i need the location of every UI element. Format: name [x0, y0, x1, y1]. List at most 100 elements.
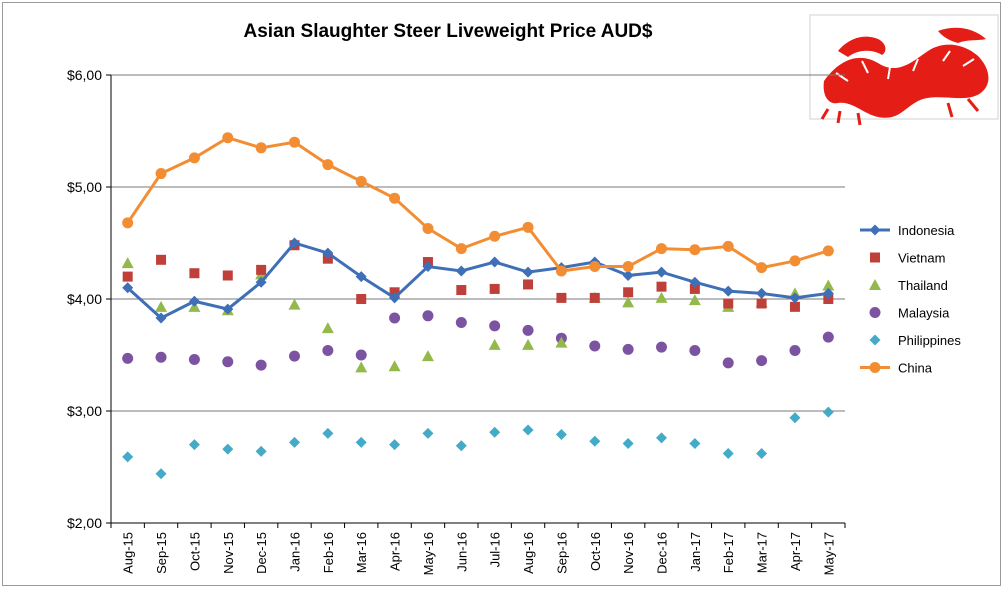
thailand-point — [555, 336, 568, 348]
philippines-point — [522, 424, 534, 436]
china-point — [555, 265, 567, 277]
indonesia-point — [389, 292, 401, 304]
thailand-point — [388, 360, 401, 372]
x-tick-label: Dec-15 — [254, 532, 269, 574]
legend-label: Philippines — [898, 333, 961, 348]
indonesia-point — [489, 256, 501, 268]
china-point — [689, 244, 701, 256]
thailand-point — [288, 298, 301, 310]
vietnam-point — [156, 254, 167, 265]
thailand-point — [522, 338, 535, 350]
china-point — [589, 261, 601, 273]
x-tick-label: Feb-16 — [321, 532, 336, 573]
china-point — [422, 222, 434, 234]
vietnam-point — [189, 268, 200, 279]
philippines-point — [422, 427, 434, 439]
philippines-point — [188, 439, 200, 451]
malaysia-point — [155, 351, 167, 363]
series-china — [122, 132, 834, 277]
y-tick-label: $5,00 — [67, 179, 102, 195]
philippines-point — [155, 468, 167, 480]
philippines-point — [822, 406, 834, 418]
legend-label: China — [898, 361, 933, 376]
thailand-point — [321, 322, 334, 334]
thailand-point — [421, 350, 434, 362]
x-tick-label: Sep-15 — [154, 532, 169, 574]
china-point — [355, 175, 367, 187]
x-tick-label: May-16 — [421, 532, 436, 575]
malaysia-point — [389, 312, 401, 324]
china-line — [126, 136, 829, 273]
malaysia-point — [756, 355, 768, 367]
legend-label: Vietnam — [898, 251, 945, 266]
malaysia-point — [722, 357, 734, 369]
malaysia-point — [255, 359, 267, 371]
indonesia-point — [455, 265, 467, 277]
philippines-point — [122, 451, 134, 463]
series-malaysia — [122, 310, 834, 371]
x-tick-label: Apr-16 — [388, 532, 403, 571]
x-tick-label: Mar-17 — [755, 532, 770, 573]
indonesia-line — [126, 241, 829, 320]
vietnam-point — [523, 279, 534, 290]
indonesia-point — [155, 312, 167, 324]
indonesia-point — [422, 261, 434, 273]
philippines-point — [689, 437, 701, 449]
vietnam-point — [456, 285, 467, 296]
thailand-point — [655, 291, 668, 303]
y-tick-label: $6,00 — [67, 67, 102, 83]
philippines-point — [722, 448, 734, 460]
vietnam-point — [556, 292, 567, 303]
china-point — [155, 168, 167, 180]
philippines-point — [489, 426, 501, 438]
vietnam-point — [256, 264, 267, 275]
philippines-point — [355, 436, 367, 448]
thailand-point — [155, 300, 168, 312]
x-tick-label: Jun-16 — [454, 532, 469, 572]
vietnam-point — [623, 287, 634, 298]
vietnam-point — [656, 281, 667, 292]
legend-item-vietnam: Vietnam — [870, 251, 945, 266]
china-point — [455, 243, 467, 255]
x-axis-ticks: Aug-15 Sep-15 Oct-15 Nov-15 Dec-15 Jan-16 Feb-… — [110, 523, 846, 575]
x-tick-label: Apr-17 — [788, 532, 803, 571]
philippines-point — [389, 439, 401, 451]
legend-item-china: China — [860, 361, 933, 376]
malaysia-point — [455, 317, 467, 329]
thailand-point — [822, 279, 835, 291]
indonesia-point — [289, 237, 300, 249]
china-point — [389, 192, 401, 204]
china-point — [122, 217, 134, 229]
china-point — [756, 262, 768, 274]
malaysia-point — [589, 340, 601, 352]
vietnam-point — [122, 271, 133, 282]
china-point — [322, 159, 334, 171]
indonesia-point — [822, 287, 834, 299]
red-dragon-logo — [809, 14, 999, 126]
china-point — [822, 245, 834, 257]
indonesia-point — [122, 282, 134, 294]
malaysia-point — [822, 331, 834, 343]
plot-series — [121, 132, 835, 480]
china-point — [255, 142, 267, 154]
vietnam-point — [756, 298, 767, 309]
x-tick-label: Nov-15 — [221, 532, 236, 574]
philippines-point — [756, 448, 768, 460]
y-tick-label: $3,00 — [67, 403, 102, 419]
china-point — [522, 221, 534, 233]
malaysia-point — [355, 349, 367, 361]
legend-swatch-marker — [869, 362, 881, 373]
x-tick-label: Jan-16 — [288, 532, 303, 572]
malaysia-point — [522, 324, 534, 336]
series-indonesia — [122, 237, 834, 324]
malaysia-point — [422, 310, 434, 322]
gridlines — [111, 74, 845, 412]
malaysia-point — [489, 320, 501, 332]
indonesia-point — [188, 295, 200, 307]
malaysia-point — [289, 350, 300, 362]
x-tick-label: Aug-16 — [521, 532, 536, 574]
legend-swatch-marker — [869, 279, 881, 290]
philippines-point — [622, 437, 634, 449]
indonesia-point — [689, 276, 701, 288]
